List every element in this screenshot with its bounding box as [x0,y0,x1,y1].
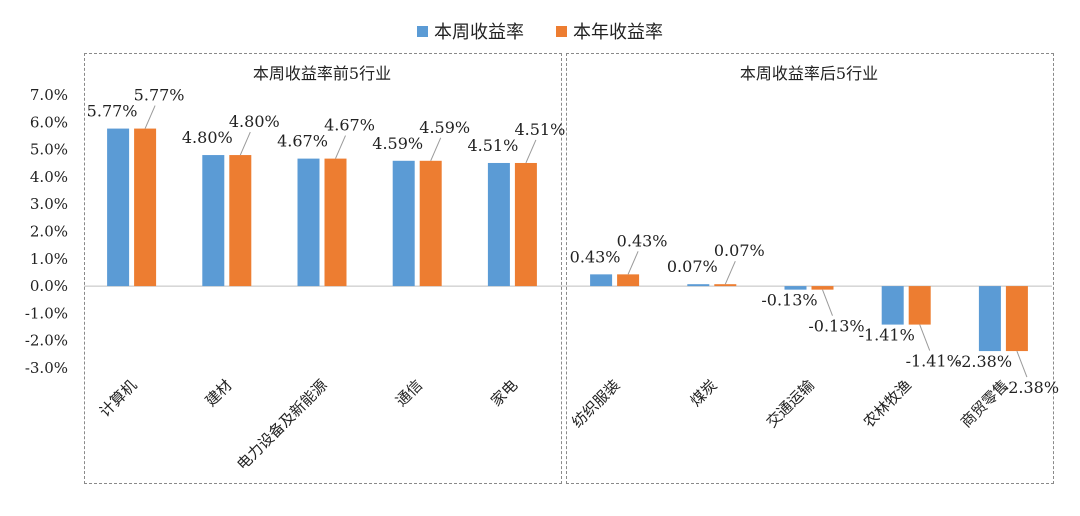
data-label-yearly: 4.80% [229,112,280,131]
y-tick-label: -2.0% [25,332,68,350]
data-label-yearly: 0.07% [714,241,765,260]
data-label-leader [239,131,251,156]
data-label-weekly: 0.43% [570,247,621,266]
data-label-leader [919,324,931,351]
data-label-leader [627,251,639,275]
bar-weekly [978,286,1001,352]
bar-yearly [908,286,931,325]
category-label: 农林牧渔 [860,376,915,431]
legend-item-weekly: 本周收益率 [417,18,524,44]
category-label: 交通运输 [763,376,818,431]
bar-yearly [324,158,347,287]
panel-top5-title: 本周收益率前5行业 [252,64,392,83]
data-label-weekly: -2.38% [956,352,1012,371]
data-label-weekly: 4.59% [372,134,423,153]
bar-yearly [229,155,252,287]
y-tick-label: 5.0% [30,141,68,159]
bar-weekly [107,128,130,287]
bar-weekly [297,158,320,287]
bar-weekly [784,286,807,290]
data-label-weekly: 5.77% [87,102,138,121]
y-tick-label: -3.0% [25,359,68,377]
data-label-leader [525,139,537,164]
bar-weekly [881,286,904,325]
category-label: 电力设备及新能源 [233,376,331,474]
data-label-yearly: 5.77% [134,86,185,105]
data-label-yearly: 0.43% [617,231,668,250]
data-label-leader [144,105,156,129]
legend-label-weekly: 本周收益率 [434,22,524,43]
data-label-yearly: -1.41% [906,352,962,371]
y-tick-label: 6.0% [30,113,68,131]
legend-swatch-weekly [417,25,428,37]
data-label-leader [822,289,833,316]
legend-label-yearly: 本年收益率 [573,22,663,43]
bars [107,128,1028,352]
panel-bottom5-frame [566,53,1054,484]
data-label-weekly: 4.51% [467,136,518,155]
bar-yearly [617,274,640,287]
category-label: 计算机 [96,376,141,421]
data-label-yearly: 4.59% [419,118,470,137]
data-label-yearly: 4.51% [514,120,565,139]
bar-weekly [590,274,613,287]
y-tick-label: 0.0% [30,277,68,295]
data-label-leader [1016,350,1028,378]
bar-yearly [1005,286,1028,352]
y-tick-label: -1.0% [25,304,68,322]
bar-yearly [134,128,157,287]
bar-yearly [811,286,834,290]
data-label-weekly: -0.13% [761,291,817,310]
category-label: 家电 [487,376,521,410]
category-label: 纺织服装 [568,376,623,431]
bar-yearly [419,160,442,287]
panel-bottom5-title: 本周收益率后5行业 [739,64,879,83]
data-label-weekly: 4.67% [277,132,328,151]
y-axis: 7.0% 6.0% 5.0% 4.0% 3.0% 2.0% 1.0% 0.0% -1.0% -2.… [25,86,68,377]
y-tick-label: 1.0% [30,250,68,268]
data-label-weekly: 0.07% [667,257,718,276]
bar-weekly [202,155,225,287]
data-label-leader [335,135,346,159]
panel-top5-frame [84,53,562,484]
data-labels: 5.77%5.77%4.80%4.80%4.67%4.67%4.59%4.59%… [87,86,1059,397]
bar-weekly [687,284,710,287]
y-tick-label: 7.0% [30,86,68,104]
bar-yearly [514,162,537,287]
bar-yearly [714,284,737,287]
data-label-yearly: 4.67% [324,116,375,135]
data-label-leader [724,260,736,285]
y-tick-label: 3.0% [30,195,68,213]
bar-weekly [392,160,415,287]
y-tick-label: 4.0% [30,168,68,186]
data-label-weekly: -1.41% [859,326,915,345]
data-label-yearly: -0.13% [808,317,864,336]
data-label-yearly: -2.38% [1003,378,1059,397]
bar-weekly [487,162,510,287]
legend-item-yearly: 本年收益率 [556,18,663,44]
category-label: 通信 [392,376,426,410]
category-label: 商贸零售 [957,376,1012,431]
legend-swatch-yearly [556,25,567,37]
category-label: 煤炭 [687,376,721,410]
category-label: 建材 [202,376,236,410]
y-tick-label: 2.0% [30,223,68,241]
data-label-leader [430,137,442,161]
data-label-weekly: 4.80% [182,128,233,147]
chart-legend: 本周收益率 本年收益率 [0,18,1080,44]
